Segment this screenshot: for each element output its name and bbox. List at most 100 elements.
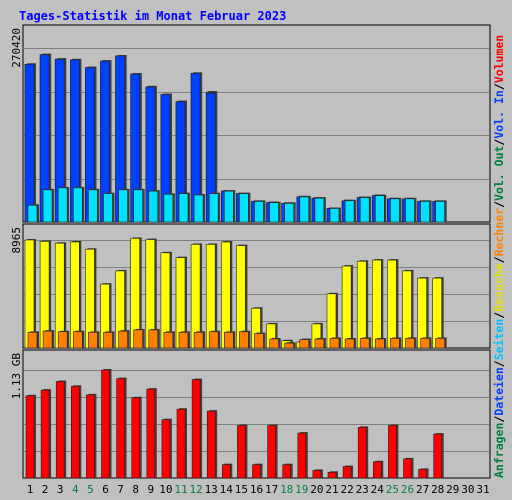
x-label-day-15: 15 <box>235 483 248 496</box>
bar-seiten-day-25 <box>390 198 400 223</box>
bar-seiten-day-22 <box>344 200 355 223</box>
bar-besuche-day-22 <box>341 265 352 349</box>
x-label-day-5: 5 <box>87 483 94 496</box>
bar-seiten-day-21 <box>329 208 340 223</box>
x-label-day-27: 27 <box>416 483 429 496</box>
bar-rechner-day-22 <box>344 338 355 349</box>
x-label-day-17: 17 <box>265 483 278 496</box>
legend-entry: / <box>492 256 506 263</box>
x-label-day-7: 7 <box>117 483 124 496</box>
legend-entry: / <box>492 416 506 423</box>
bar-besuche-day-26 <box>402 270 412 349</box>
bar-rechner-day-23 <box>359 338 370 349</box>
bar-volumen-day-15 <box>237 425 246 479</box>
bar-rechner-day-7 <box>118 330 128 349</box>
bar-seiten-day-9 <box>148 190 159 223</box>
bar-rechner-day-9 <box>148 329 159 349</box>
x-label-day-9: 9 <box>147 483 154 496</box>
bar-volumen-day-3 <box>55 381 65 479</box>
bar-volumen-day-13 <box>206 410 216 479</box>
chart-panels: 270420 8965 1.13 GB <box>10 24 491 479</box>
bar-seiten-day-5 <box>88 189 98 223</box>
bar-seiten-day-26 <box>405 198 415 223</box>
bar-seiten-day-1 <box>27 204 38 223</box>
bar-volumen-day-28 <box>433 433 443 479</box>
bar-volumen-day-17 <box>267 425 276 479</box>
bar-seiten-day-28 <box>435 201 446 223</box>
x-label-day-4: 4 <box>72 483 79 496</box>
bar-seiten-day-3 <box>57 187 68 223</box>
x-label-day-23: 23 <box>356 483 369 496</box>
bar-rechner-day-18 <box>284 342 295 349</box>
x-axis-day-labels: 1 2 3 4 5 6 7 8 9 10 11 12 13 14 15 16 17 18 19 20 21 22 23 24 2… <box>27 483 490 496</box>
x-label-day-30: 30 <box>461 483 474 496</box>
bar-seiten-day-2 <box>42 189 53 223</box>
legend-entry: Besuche <box>492 263 506 312</box>
bar-volumen-day-18 <box>282 464 292 479</box>
bar-rechner-day-12 <box>193 332 204 349</box>
panel-max-label: 8965 <box>10 227 23 254</box>
bar-rechner-day-1 <box>27 332 38 349</box>
bar-volumen-day-16 <box>252 464 261 479</box>
bar-volumen-day-2 <box>40 389 50 479</box>
x-label-day-19: 19 <box>295 483 308 496</box>
bar-besuche-day-23 <box>356 260 367 349</box>
legend-entry: Rechner <box>492 208 506 257</box>
bar-rechner-day-25 <box>390 338 400 349</box>
chart-title: Tages-Statistik im Monat Februar 2023 <box>19 9 286 23</box>
legend-entry: / <box>492 360 506 367</box>
bar-rechner-day-6 <box>103 332 113 349</box>
bar-rechner-day-28 <box>435 338 446 349</box>
x-label-day-10: 10 <box>159 483 172 496</box>
x-label-day-31: 31 <box>476 483 489 496</box>
bar-rechner-day-15 <box>239 331 249 349</box>
bar-volumen-day-21 <box>327 471 337 479</box>
bar-volumen-day-7 <box>116 378 125 479</box>
bar-volumen-day-26 <box>403 458 412 479</box>
panel-3: 1.13 GB <box>10 349 491 479</box>
x-label-day-12: 12 <box>189 483 202 496</box>
x-label-day-20: 20 <box>310 483 323 496</box>
bar-rechner-day-2 <box>42 330 53 349</box>
bar-volumen-day-6 <box>101 369 110 479</box>
bar-volumen-day-5 <box>86 394 95 479</box>
bar-volumen-day-23 <box>357 427 367 479</box>
bar-seiten-day-17 <box>269 202 279 223</box>
bar-seiten-day-6 <box>103 193 113 223</box>
x-label-day-11: 11 <box>174 483 187 496</box>
bar-rechner-day-27 <box>420 338 430 349</box>
bar-seiten-day-10 <box>163 194 174 223</box>
bar-volumen-day-27 <box>418 469 427 479</box>
bar-rechner-day-3 <box>57 331 68 349</box>
bar-rechner-day-11 <box>178 332 189 349</box>
panel-border <box>22 349 491 479</box>
legend-entry: / <box>492 312 506 319</box>
bar-volumen-day-8 <box>131 397 140 479</box>
legend-entry: Vol. In <box>492 90 506 139</box>
legend-entry: Anfragen <box>492 423 506 478</box>
bar-volumen-day-1 <box>25 395 35 479</box>
bar-seiten-day-12 <box>193 194 204 223</box>
x-label-day-2: 2 <box>42 483 49 496</box>
bar-rechner-day-17 <box>269 338 279 349</box>
bar-volumen-day-22 <box>342 466 352 479</box>
bar-seiten-day-11 <box>178 193 189 223</box>
legend: Anfragen/Dateien/Seiten/Besuche/Rechner/… <box>492 35 506 478</box>
bar-volumen-day-19 <box>297 432 307 479</box>
x-label-day-18: 18 <box>280 483 293 496</box>
bar-seiten-day-23 <box>359 197 370 223</box>
panel-1: 270420 <box>10 24 491 223</box>
bar-seiten-day-18 <box>284 203 295 223</box>
x-label-day-1: 1 <box>27 483 34 496</box>
bar-rechner-day-5 <box>88 332 98 349</box>
bar-rechner-day-14 <box>224 332 234 349</box>
x-label-day-29: 29 <box>446 483 459 496</box>
bar-seiten-day-20 <box>314 197 325 223</box>
bar-volumen-day-14 <box>222 464 231 479</box>
bar-rechner-day-26 <box>405 338 415 349</box>
bar-rechner-day-4 <box>73 331 83 349</box>
bar-seiten-day-14 <box>224 190 234 223</box>
bar-rechner-day-10 <box>163 332 174 349</box>
bar-rechner-day-13 <box>208 331 219 349</box>
